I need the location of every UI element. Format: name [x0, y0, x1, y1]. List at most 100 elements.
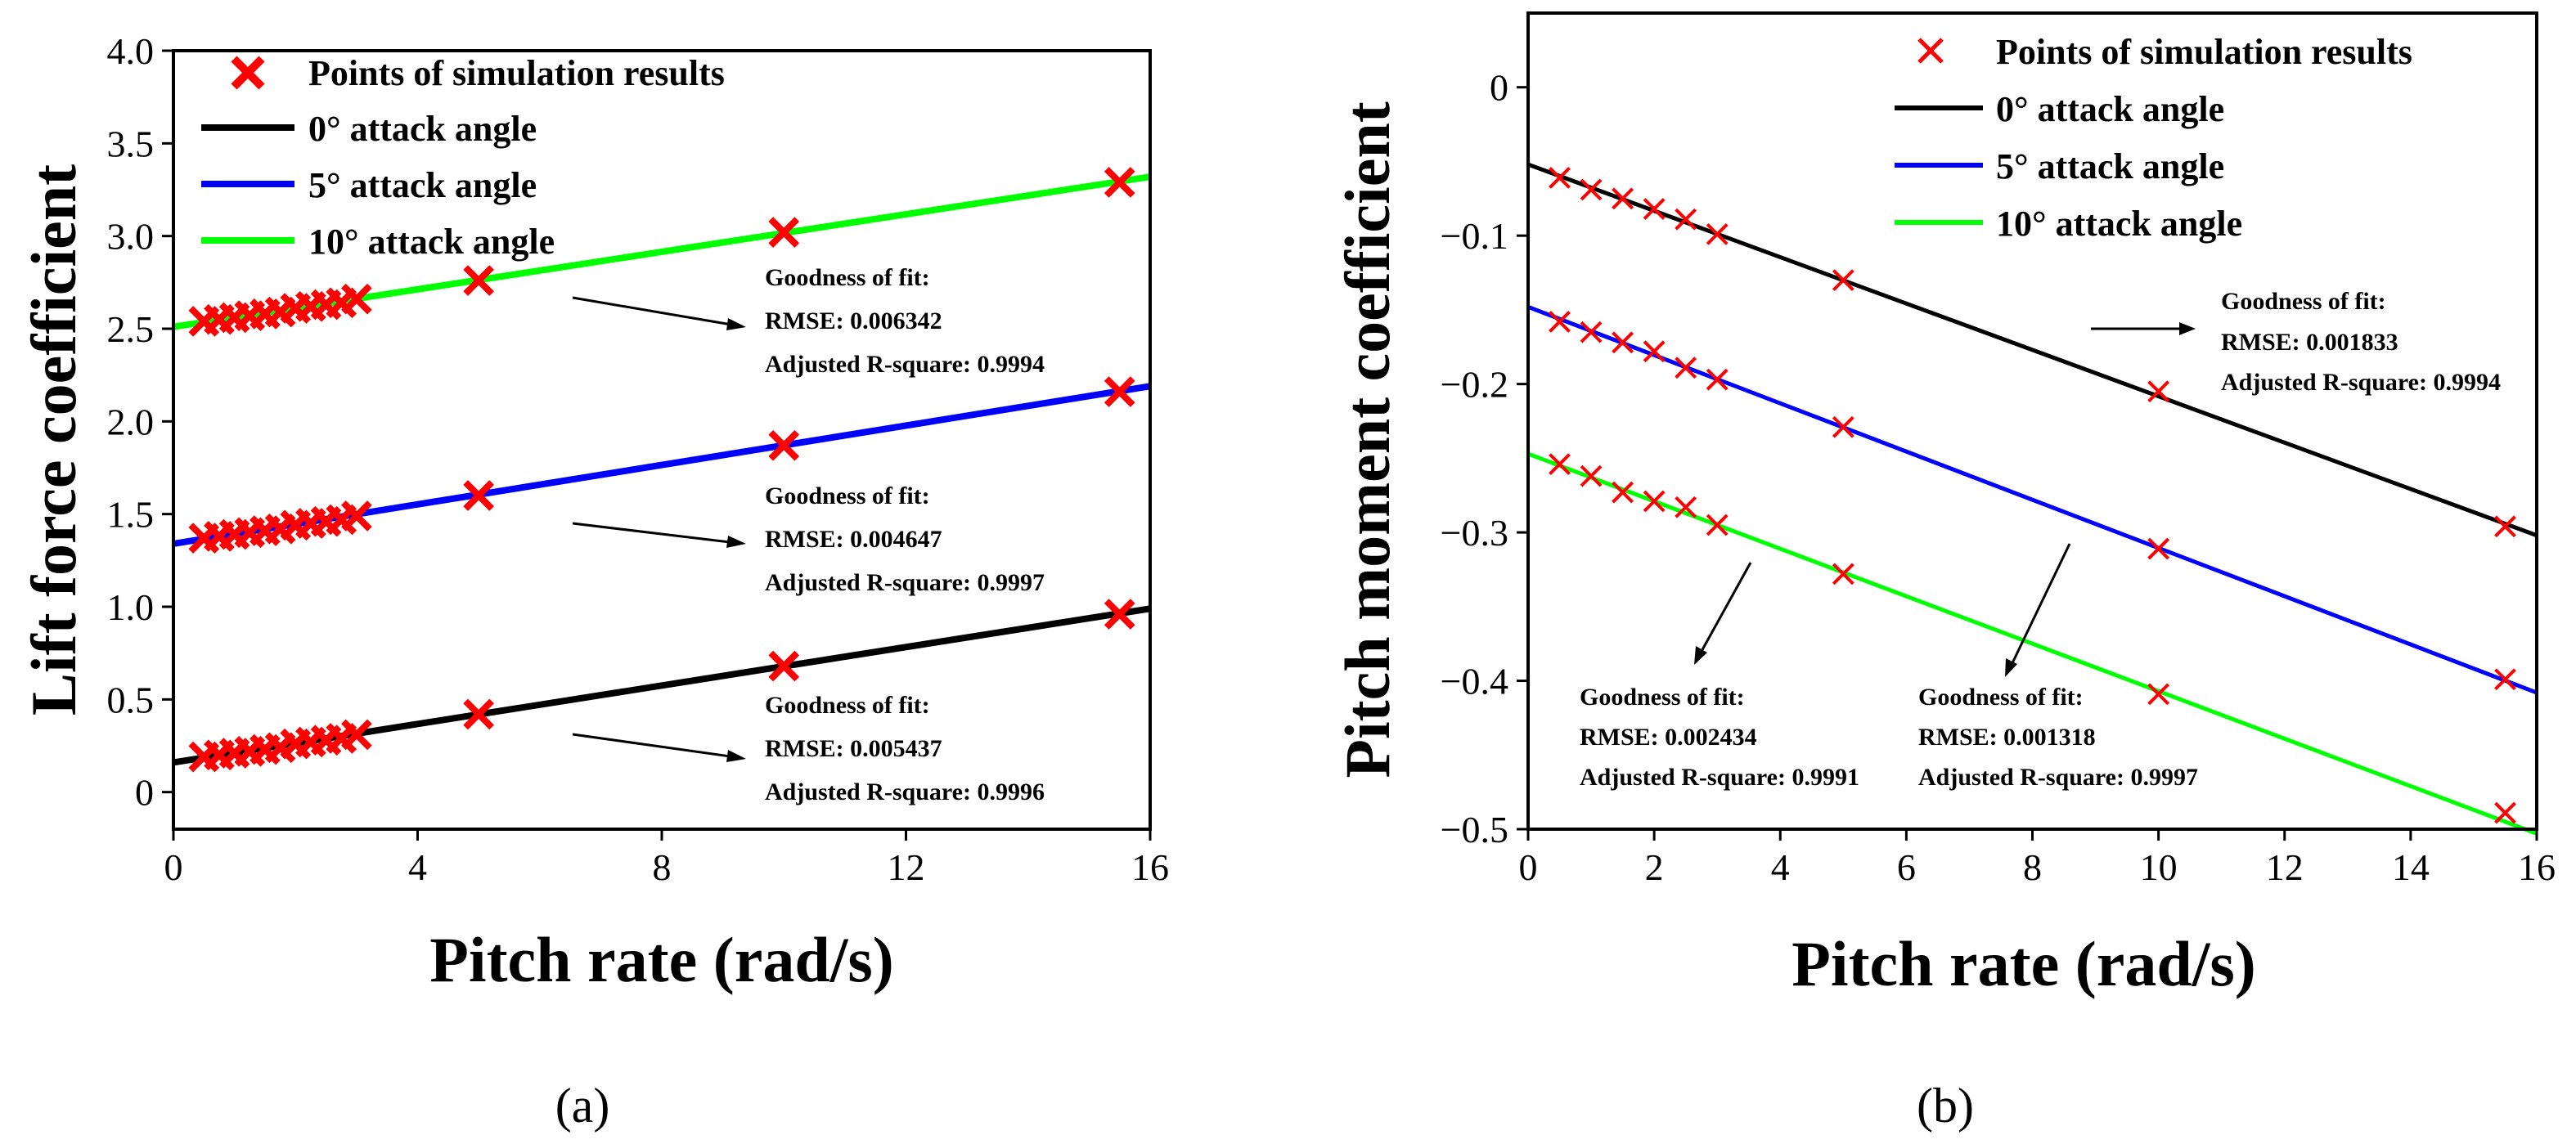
y-tick-label: −0.1: [1441, 215, 1508, 257]
panel-a-fit-annotation-10deg: Goodness of fit: RMSE: 0.006342 Adjusted…: [572, 264, 1045, 378]
data-point: [1675, 208, 1697, 231]
data-point: [341, 283, 372, 315]
panel-b-y-axis-title: Pitch moment coefficient: [1332, 101, 1403, 778]
data-point: [1612, 331, 1634, 354]
fit-heading: Goodness of fit:: [1918, 684, 2084, 711]
data-point: [1706, 514, 1729, 536]
y-tick-label: 1.5: [107, 494, 155, 536]
panel-b-fit-annotation-5deg: Goodness of fit: RMSE: 0.001318 Adjusted…: [1918, 543, 2198, 791]
fit-r-square: Adjusted R-square: 0.9994: [2221, 369, 2501, 396]
panel-b-legend-marker-swatch: [1917, 38, 1944, 64]
data-point: [1643, 490, 1666, 513]
x-tick-label: 6: [1897, 846, 1916, 888]
data-point: [1580, 178, 1603, 201]
y-tick-label: 1.0: [107, 586, 155, 628]
fit-line-2: [1527, 451, 2538, 836]
panel-b-legend-label-5deg: 5° attack angle: [1996, 146, 2224, 186]
panel-b-fit-annotation-0deg: Goodness of fit: RMSE: 0.001833 Adjusted…: [2091, 288, 2501, 396]
fit-heading: Goodness of fit:: [765, 692, 930, 719]
panel-b: 0 2 4 6 8 10 12 14 16 0 −0.1 −0.2 −0.3 −0.4 −0.5 Pitch…: [1332, 11, 2556, 1133]
data-point: [1104, 376, 1135, 407]
data-point: [2494, 515, 2516, 538]
fit-r-square: Adjusted R-square: 0.9997: [1918, 764, 2198, 791]
panel-b-plot-area: [1527, 162, 2538, 836]
panel-b-ticks: 0 2 4 6 8 10 12 14 16 0 −0.1 −0.2 −0.3 −0.4 −0.5: [1441, 67, 2556, 888]
data-point: [1549, 453, 1571, 476]
data-point: [2494, 801, 2516, 824]
x-tick-label: 16: [2518, 846, 2556, 888]
fit-rmse: RMSE: 0.002434: [1580, 724, 1757, 751]
fit-rmse: RMSE: 0.004647: [765, 526, 942, 553]
data-point: [768, 217, 800, 248]
y-tick-label: 2.5: [107, 308, 155, 350]
panel-a-label: (a): [555, 1079, 610, 1133]
panel-a-ticks: 0 4 8 12 16 0 0.5 1.0 1.5 2.0 2.5 3.0 3.5 4.0: [107, 30, 1170, 888]
fit-heading: Goodness of fit:: [2221, 288, 2386, 315]
panel-b-legend-label-10deg: 10° attack angle: [1996, 204, 2242, 244]
panel-a-legend: Points of simulation results 0° attack a…: [201, 53, 725, 262]
data-point: [1612, 481, 1634, 504]
panel-b-legend: Points of simulation results 0° attack a…: [1895, 32, 2412, 244]
data-point: [463, 265, 494, 296]
data-point: [1643, 340, 1666, 363]
panel-a-legend-marker-swatch: [231, 56, 265, 90]
data-point: [1643, 198, 1666, 220]
panel-a-fit-annotation-0deg: Goodness of fit: RMSE: 0.005437 Adjusted…: [572, 692, 1045, 805]
x-tick-label: 8: [653, 846, 672, 888]
panel-a-legend-label-0deg: 0° attack angle: [308, 109, 537, 149]
panel-a-legend-label-10deg: 10° attack angle: [308, 222, 555, 262]
data-point: [1104, 167, 1135, 198]
data-point: [768, 429, 800, 461]
panel-a-y-axis-title: Lift force coefficient: [18, 164, 89, 716]
fit-heading: Goodness of fit:: [765, 482, 930, 509]
fit-line-0: [1527, 162, 2538, 538]
fit-rmse: RMSE: 0.006342: [765, 307, 942, 334]
fit-r-square: Adjusted R-square: 0.9997: [765, 569, 1045, 596]
data-point: [768, 650, 800, 682]
data-point: [1675, 496, 1697, 518]
y-tick-label: 3.5: [107, 123, 155, 164]
panel-a-x-axis-title: Pitch rate (rad/s): [429, 924, 893, 995]
y-tick-label: −0.4: [1441, 661, 1508, 702]
y-tick-label: 0.5: [107, 679, 155, 720]
data-point: [463, 698, 494, 730]
fit-r-square: Adjusted R-square: 0.9994: [765, 351, 1045, 378]
panel-b-label: (b): [1917, 1079, 1974, 1133]
data-point: [1832, 563, 1854, 585]
fit-line-1: [173, 383, 1151, 547]
y-tick-label: −0.2: [1441, 364, 1508, 406]
data-point: [1706, 222, 1729, 245]
data-point: [1104, 599, 1135, 630]
y-tick-label: −0.3: [1441, 512, 1508, 554]
x-tick-label: 12: [888, 846, 925, 888]
y-tick-label: 0: [1490, 67, 1508, 109]
data-point: [1612, 187, 1634, 210]
panel-a-legend-label-points: Points of simulation results: [308, 53, 725, 93]
fit-heading: Goodness of fit:: [1580, 684, 1745, 711]
y-tick-label: 3.0: [107, 216, 155, 258]
fit-rmse: RMSE: 0.001318: [1918, 724, 2096, 751]
fit-rmse: RMSE: 0.005437: [765, 735, 942, 762]
fit-heading: Goodness of fit:: [765, 264, 930, 291]
data-point: [2147, 537, 2170, 560]
data-point: [2147, 380, 2170, 403]
y-tick-label: 2.0: [107, 401, 155, 442]
x-tick-label: 2: [1645, 846, 1664, 888]
panel-b-legend-label-points: Points of simulation results: [1996, 32, 2412, 72]
x-tick-label: 0: [1519, 846, 1538, 888]
panel-a-legend-label-5deg: 5° attack angle: [308, 165, 537, 205]
data-point: [2147, 683, 2170, 706]
panel-b-legend-label-0deg: 0° attack angle: [1996, 89, 2224, 129]
panel-b-fit-annotation-10deg: Goodness of fit: RMSE: 0.002434 Adjusted…: [1580, 562, 1859, 791]
y-tick-label: 4.0: [107, 30, 155, 72]
x-tick-label: 10: [2140, 846, 2178, 888]
data-point: [1580, 321, 1603, 343]
fit-rmse: RMSE: 0.001833: [2221, 329, 2398, 356]
data-point: [341, 500, 372, 532]
data-point: [1832, 415, 1854, 438]
y-tick-label: 0: [135, 772, 154, 814]
data-point: [2494, 668, 2516, 691]
data-point: [1706, 368, 1729, 391]
panel-a: 0 4 8 12 16 0 0.5 1.0 1.5 2.0 2.5 3.0 3.5 4.0 Pitch r…: [18, 30, 1169, 1133]
x-tick-label: 4: [1771, 846, 1790, 888]
